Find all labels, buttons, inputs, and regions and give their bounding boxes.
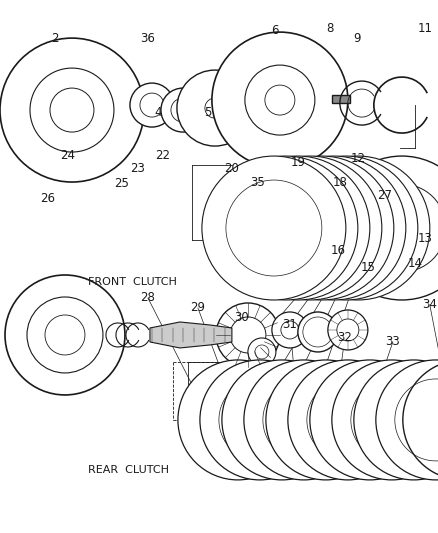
Text: 32: 32 — [337, 332, 352, 344]
Text: 25: 25 — [114, 176, 129, 190]
Circle shape — [314, 184, 402, 272]
Circle shape — [298, 180, 394, 276]
Circle shape — [244, 360, 364, 480]
Text: 27: 27 — [378, 189, 392, 201]
Circle shape — [266, 360, 386, 480]
Circle shape — [202, 384, 274, 456]
Circle shape — [265, 85, 295, 115]
Text: 6: 6 — [271, 23, 279, 37]
Circle shape — [178, 360, 298, 480]
Text: 11: 11 — [417, 22, 432, 35]
Circle shape — [238, 156, 382, 300]
Text: 2: 2 — [51, 31, 59, 45]
Text: 30: 30 — [234, 311, 249, 325]
Circle shape — [288, 360, 408, 480]
Circle shape — [337, 319, 359, 341]
Text: 9: 9 — [353, 31, 360, 45]
Circle shape — [30, 68, 114, 152]
Circle shape — [307, 379, 389, 461]
Circle shape — [250, 156, 394, 300]
Circle shape — [205, 98, 225, 118]
Circle shape — [395, 379, 438, 461]
Circle shape — [281, 321, 299, 339]
Circle shape — [290, 184, 378, 272]
Circle shape — [376, 360, 438, 480]
Circle shape — [334, 384, 406, 456]
Circle shape — [161, 88, 205, 132]
Polygon shape — [150, 322, 232, 348]
Text: 20: 20 — [224, 161, 239, 174]
Text: 26: 26 — [40, 191, 56, 205]
Circle shape — [245, 65, 315, 135]
Circle shape — [130, 83, 174, 127]
Text: 28: 28 — [141, 292, 155, 304]
Circle shape — [303, 317, 333, 347]
Text: 34: 34 — [422, 298, 437, 311]
Circle shape — [266, 184, 354, 272]
Circle shape — [290, 384, 362, 456]
Circle shape — [330, 156, 438, 300]
Circle shape — [298, 312, 338, 352]
Circle shape — [242, 184, 330, 272]
Circle shape — [214, 156, 358, 300]
Text: 19: 19 — [290, 156, 305, 168]
Circle shape — [250, 180, 346, 276]
Circle shape — [358, 184, 438, 272]
Text: 22: 22 — [155, 149, 170, 161]
Circle shape — [332, 360, 438, 480]
Circle shape — [222, 360, 342, 480]
Text: 12: 12 — [350, 151, 365, 165]
Circle shape — [274, 180, 370, 276]
Text: FRONT  CLUTCH: FRONT CLUTCH — [88, 277, 177, 287]
Text: 36: 36 — [141, 31, 155, 45]
Text: REAR  CLUTCH: REAR CLUTCH — [88, 465, 169, 475]
Text: 31: 31 — [283, 319, 297, 332]
Circle shape — [0, 38, 144, 182]
Circle shape — [310, 360, 430, 480]
Circle shape — [351, 379, 433, 461]
Text: 13: 13 — [417, 231, 432, 245]
Circle shape — [274, 156, 418, 300]
Circle shape — [272, 312, 308, 348]
Circle shape — [354, 360, 438, 480]
Text: 14: 14 — [407, 256, 422, 270]
Text: 23: 23 — [131, 161, 145, 174]
Circle shape — [216, 303, 280, 367]
Circle shape — [5, 275, 125, 395]
Text: 15: 15 — [360, 262, 375, 274]
FancyBboxPatch shape — [332, 95, 350, 103]
Circle shape — [212, 32, 348, 168]
Text: 24: 24 — [60, 149, 75, 161]
Text: 8: 8 — [326, 22, 334, 35]
Circle shape — [262, 156, 406, 300]
Circle shape — [177, 70, 253, 146]
Text: 16: 16 — [330, 244, 345, 256]
Circle shape — [286, 156, 430, 300]
Circle shape — [140, 93, 164, 117]
Text: 29: 29 — [191, 302, 205, 314]
Circle shape — [263, 379, 345, 461]
Circle shape — [255, 345, 269, 359]
Circle shape — [378, 384, 438, 456]
Circle shape — [248, 338, 276, 366]
Circle shape — [328, 310, 368, 350]
Circle shape — [226, 180, 322, 276]
Circle shape — [171, 98, 195, 122]
Circle shape — [200, 360, 320, 480]
Text: 35: 35 — [251, 175, 265, 189]
Text: 33: 33 — [385, 335, 400, 349]
Circle shape — [226, 156, 370, 300]
Circle shape — [219, 379, 301, 461]
Circle shape — [50, 88, 94, 132]
Circle shape — [246, 384, 318, 456]
Circle shape — [27, 297, 103, 373]
Text: 18: 18 — [332, 175, 347, 189]
Text: 4: 4 — [154, 106, 162, 118]
Circle shape — [45, 315, 85, 355]
Circle shape — [230, 317, 266, 353]
Text: 5: 5 — [204, 106, 212, 118]
Circle shape — [202, 156, 346, 300]
